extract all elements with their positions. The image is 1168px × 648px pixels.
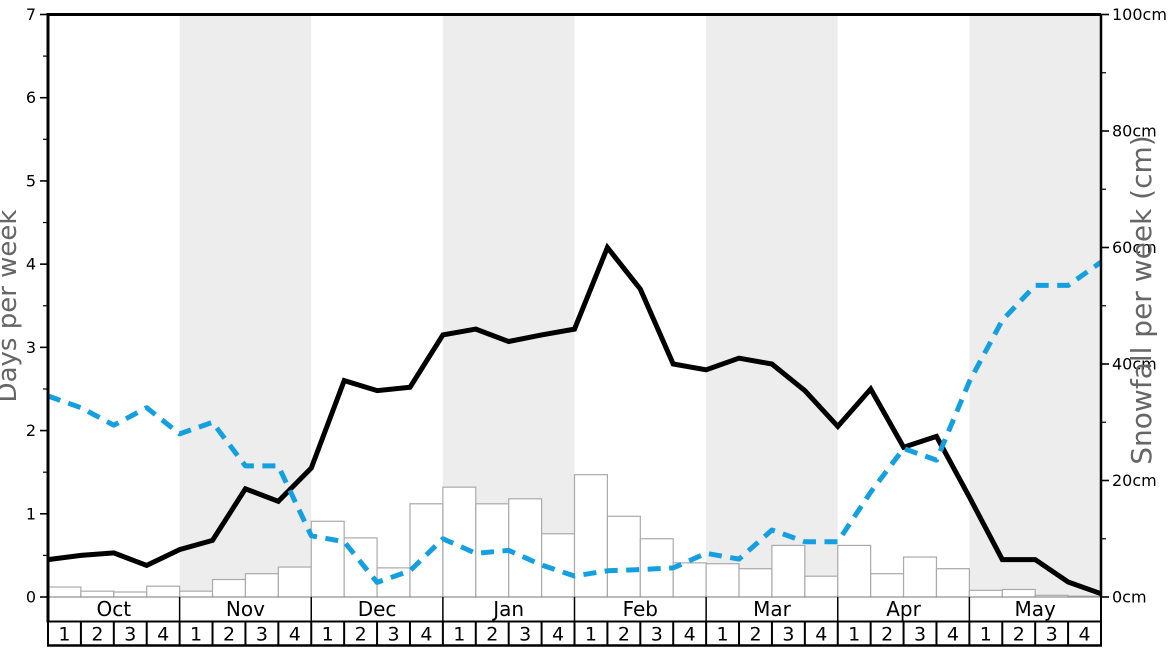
right-axis-tick-label: 40cm [1112,355,1157,374]
week-number-label: 1 [980,624,992,646]
weekly-bar [705,563,740,598]
weekly-bar [47,586,82,598]
week-number-label: 1 [453,624,465,646]
week-number-label: 4 [815,624,827,646]
week-number-label: 3 [256,624,268,646]
weekly-bar [902,556,938,598]
week-number-label: 4 [552,624,564,646]
weekly-bar [310,520,345,598]
weekly-bar [738,568,773,598]
right-axis-tick-label: 80cm [1112,122,1157,141]
right-axis-tick-label: 100cm [1112,5,1167,24]
right-axis-title: Snowfall per week (cm) [1125,135,1158,464]
month-label-feb: Feb [623,597,658,621]
left-axis-title: Days per week [0,210,23,403]
weekly-bar [771,544,806,598]
week-number-label: 3 [519,624,531,646]
weekly-bar [211,578,247,598]
right-axis-tick-label: 60cm [1112,238,1157,257]
week-number-label: 4 [289,624,301,646]
week-number-label: 1 [190,624,202,646]
weekly-bar [409,503,444,598]
weekly-bar [573,474,609,598]
month-label-may: May [1015,597,1057,621]
week-number-label: 3 [782,624,794,646]
weekly-bar [837,544,872,598]
month-label-mar: Mar [753,597,792,621]
weekly-bar [277,566,312,598]
left-axis-tick-label: 1 [26,504,36,523]
weekly-bar [968,589,1003,598]
weekly-bar [804,575,839,598]
weekly-bar [606,515,641,598]
week-number-label: 1 [717,624,729,646]
week-number-label: 4 [947,624,959,646]
week-number-label: 3 [651,624,663,646]
right-axis-tick-label: 20cm [1112,471,1157,490]
left-axis-tick-label: 0 [26,588,36,607]
month-label-dec: Dec [358,597,397,621]
weekly-bar [935,568,970,598]
month-label-apr: Apr [886,597,921,621]
days-per-week-line [47,242,1102,597]
shaded-month-band-nov [179,14,312,597]
left-axis-tick-label: 6 [26,88,36,107]
left-axis-tick-label: 2 [26,421,36,440]
week-number-label: 1 [58,624,70,646]
weekly-bar [376,567,411,598]
week-number-label: 2 [749,624,761,646]
left-axis-tick-label: 7 [26,5,36,24]
weekly-bar [179,590,214,598]
weekly-bar [146,585,181,598]
left-axis-tick-label: 5 [26,171,36,190]
week-number-label: 1 [848,624,860,646]
week-number-label: 1 [585,624,597,646]
shaded-month-band-mar [706,14,838,597]
week-number-label: 2 [1013,624,1025,646]
week-number-label: 2 [618,624,630,646]
right-axis-tick-label: 0cm [1112,588,1147,607]
weekly-bar [508,498,543,598]
week-number-label: 3 [1046,624,1058,646]
weekly-bar [244,573,279,598]
week-number-label: 2 [881,624,893,646]
left-axis-tick-label: 4 [26,255,36,274]
left-axis-tick-label: 3 [26,338,36,357]
week-number-label: 2 [486,624,498,646]
weekly-bar [870,573,905,598]
week-number-label: 4 [1079,624,1091,646]
week-number-label: 3 [124,624,136,646]
snowfall-per-week-line [47,260,1103,585]
month-label-oct: Oct [97,597,132,621]
shaded-month-band-may [969,14,1101,597]
week-number-label: 1 [322,624,334,646]
week-number-label: 4 [684,624,696,646]
month-label-nov: Nov [226,597,265,621]
week-number-label: 3 [914,624,926,646]
week-number-label: 2 [91,624,103,646]
week-number-label: 2 [223,624,235,646]
month-label-jan: Jan [491,597,524,621]
weekly-bar [1001,588,1036,598]
week-number-label: 4 [420,624,432,646]
week-number-label: 4 [157,624,169,646]
week-number-label: 2 [355,624,367,646]
week-number-label: 3 [387,624,399,646]
